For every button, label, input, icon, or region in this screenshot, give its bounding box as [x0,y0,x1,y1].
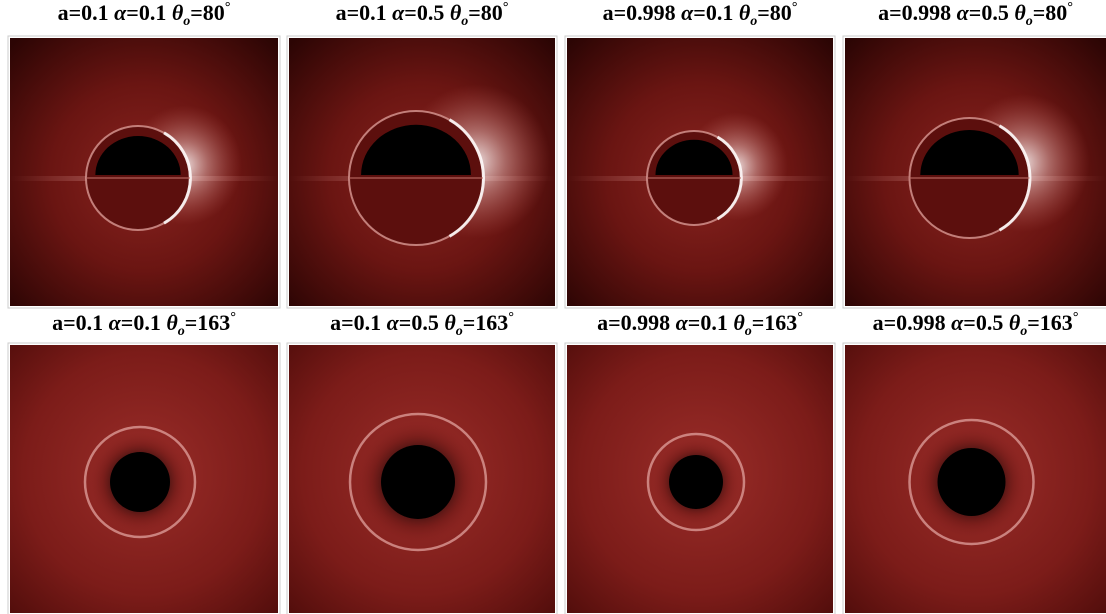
title-part: a=0.998 [878,0,957,25]
panel-image [8,343,280,614]
title-part: θ [1009,310,1021,335]
panel-title: a=0.1 α=0.1 θo=163° [52,310,236,339]
title-part: α [392,0,405,25]
panel-image [843,36,1106,308]
title-part: a=0.998 [597,310,676,335]
title-part: α [957,0,970,25]
black-disk [938,448,1006,516]
title-part: θ [450,0,462,25]
title-part: ° [230,310,236,325]
title-part: θ [739,0,751,25]
panel-title: a=0.1 α=0.5 θo=163° [330,310,514,339]
black-disk [381,445,455,519]
panel-title: a=0.998 α=0.1 θo=163° [597,310,803,339]
title-part: θ [1014,0,1026,25]
title-part: a=0.998 [603,0,682,25]
title-part: α [114,0,127,25]
title-part: =0.5 [399,310,445,335]
title-part: α [387,310,400,335]
title-part: =163 [752,310,798,335]
panel-title: a=0.998 α=0.1 θo=80° [603,0,798,29]
panel-title: a=0.1 α=0.5 θo=80° [336,0,509,29]
figure: a=0.1 α=0.1 θo=80°a=0.1 α=0.5 θo=80°a=0.… [0,0,1106,614]
title-part: =0.1 [688,310,734,335]
title-part: ° [792,0,798,15]
title-part: ° [1073,310,1079,325]
title-part: =0.5 [969,0,1015,25]
title-part: a=0.998 [873,310,952,335]
title-part: o [1026,14,1033,29]
black-disk [110,452,170,512]
title-part: o [745,324,752,339]
title-part: ° [508,310,514,325]
title-part: =0.1 [693,0,739,25]
title-part: =80 [1033,0,1068,25]
title-part: a=0.1 [52,310,109,335]
panel-image [8,36,280,308]
title-part: =0.1 [126,0,172,25]
black-disk [669,455,723,509]
title-part: θ [444,310,456,335]
title-part: α [676,310,689,335]
panel-title: a=0.1 α=0.1 θo=80° [58,0,231,29]
title-part: ° [1067,0,1073,15]
title-part: a=0.1 [336,0,393,25]
title-part: o [178,324,185,339]
title-part: =163 [1027,310,1073,335]
title-part: =0.5 [963,310,1009,335]
title-part: =0.5 [404,0,450,25]
title-part: α [951,310,964,335]
title-part: o [183,14,190,29]
panel-image [287,343,557,614]
title-part: ° [225,0,231,15]
title-part: θ [172,0,184,25]
title-part: =163 [463,310,509,335]
panel-title: a=0.998 α=0.5 θo=80° [878,0,1073,29]
title-part: o [750,14,757,29]
title-part: a=0.1 [58,0,115,25]
title-part: α [109,310,122,335]
panel-image [287,36,557,308]
panel-image [843,343,1106,614]
title-part: =80 [757,0,792,25]
title-part: =80 [468,0,503,25]
title-part: o [1020,324,1027,339]
title-part: ° [797,310,803,325]
panel-image [565,36,835,308]
title-part: o [456,324,463,339]
panel-title: a=0.998 α=0.5 θo=163° [873,310,1079,339]
title-part: a=0.1 [330,310,387,335]
title-part: θ [733,310,745,335]
title-part: ° [503,0,509,15]
panel-image [565,343,835,614]
title-part: α [681,0,694,25]
title-part: =80 [190,0,225,25]
title-part: =163 [185,310,231,335]
title-part: =0.1 [121,310,167,335]
title-part: θ [166,310,178,335]
title-part: o [461,14,468,29]
